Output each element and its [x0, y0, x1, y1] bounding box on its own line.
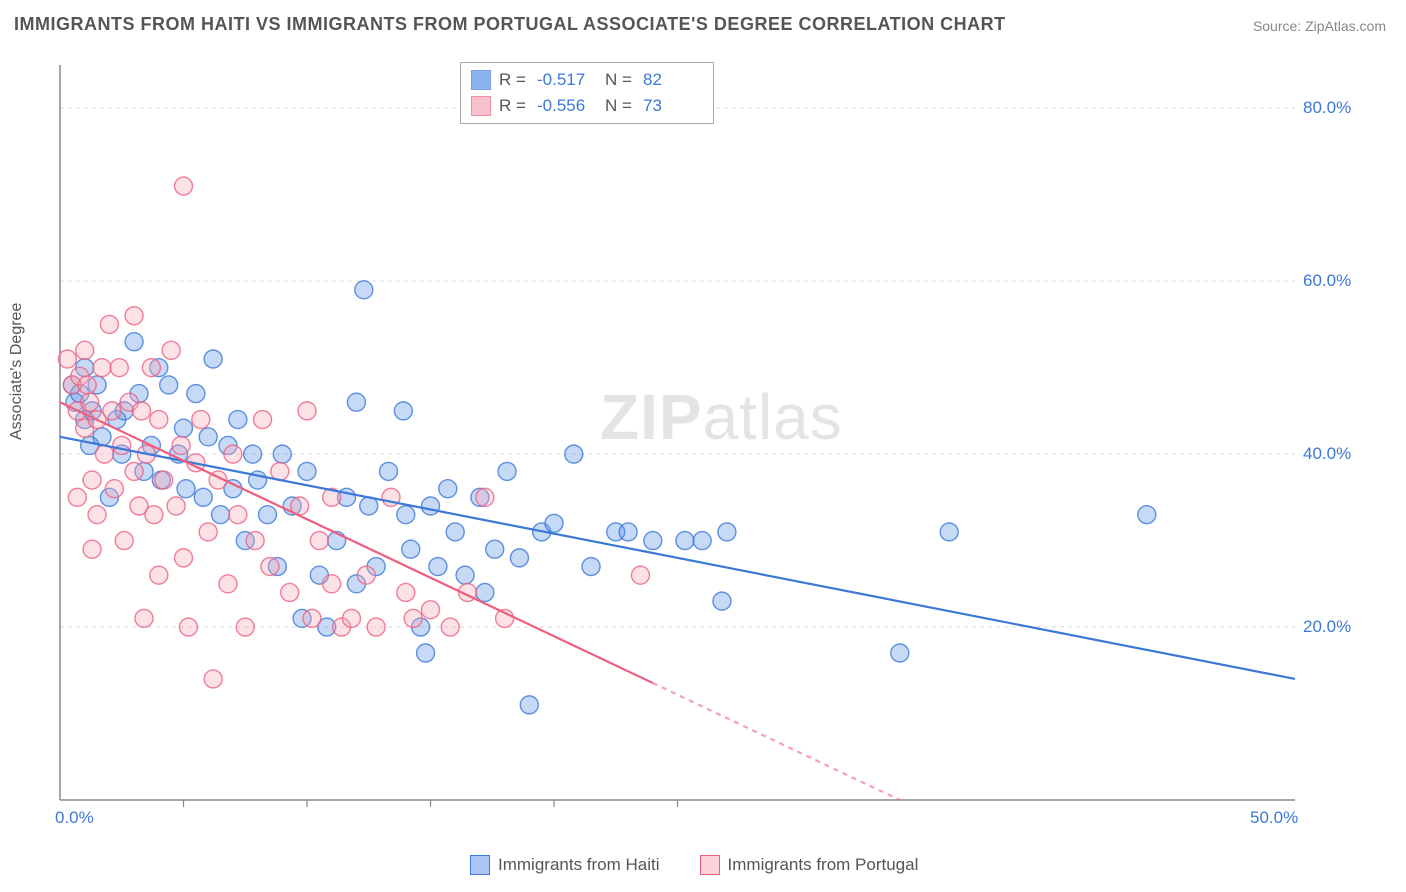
- correlation-legend-row: R = -0.556 N = 73: [471, 93, 703, 119]
- scatter-chart: [55, 60, 1375, 830]
- x-tick-label: 0.0%: [55, 808, 94, 828]
- y-axis-label: Associate's Degree: [8, 303, 26, 440]
- legend-swatch-portugal: [700, 855, 720, 875]
- legend-item-haiti: Immigrants from Haiti: [470, 855, 660, 875]
- legend-swatch-haiti: [471, 70, 491, 90]
- legend-swatch-portugal: [471, 96, 491, 116]
- series-legend: Immigrants from Haiti Immigrants from Po…: [470, 855, 918, 875]
- y-tick-label: 60.0%: [1303, 271, 1351, 291]
- y-tick-label: 20.0%: [1303, 617, 1351, 637]
- r-value-haiti: -0.517: [537, 70, 597, 90]
- x-tick-label: 50.0%: [1250, 808, 1298, 828]
- n-value-portugal: 73: [643, 96, 703, 116]
- page-title: IMMIGRANTS FROM HAITI VS IMMIGRANTS FROM…: [14, 14, 1006, 35]
- y-tick-label: 80.0%: [1303, 98, 1351, 118]
- legend-swatch-haiti: [470, 855, 490, 875]
- n-value-haiti: 82: [643, 70, 703, 90]
- source-label: Source: ZipAtlas.com: [1253, 18, 1386, 34]
- correlation-legend-row: R = -0.517 N = 82: [471, 67, 703, 93]
- legend-item-portugal: Immigrants from Portugal: [700, 855, 919, 875]
- r-value-portugal: -0.556: [537, 96, 597, 116]
- correlation-legend: R = -0.517 N = 82 R = -0.556 N = 73: [460, 62, 714, 124]
- y-tick-label: 40.0%: [1303, 444, 1351, 464]
